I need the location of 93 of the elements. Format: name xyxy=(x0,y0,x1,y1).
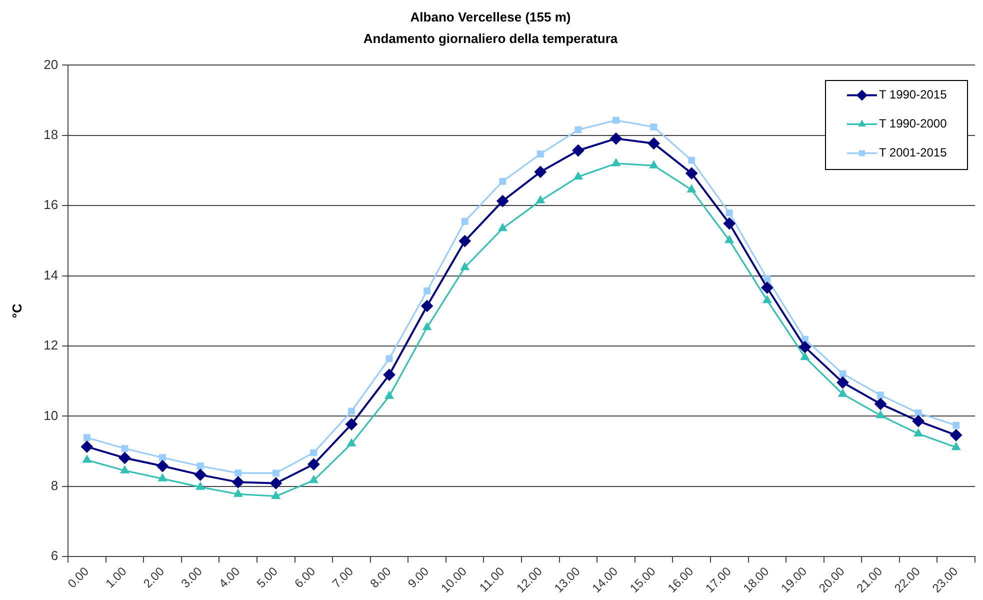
point xyxy=(874,398,887,410)
point xyxy=(424,287,431,294)
point xyxy=(383,368,396,381)
point xyxy=(761,282,774,294)
x-tick-label: 9.00 xyxy=(405,564,432,591)
point xyxy=(952,422,960,429)
point xyxy=(914,410,922,416)
x-tick-label: 6.00 xyxy=(292,564,318,591)
y-axis-title: °C xyxy=(9,302,24,318)
point xyxy=(196,462,204,470)
point xyxy=(386,355,393,362)
point xyxy=(536,150,544,158)
point xyxy=(120,466,130,474)
point xyxy=(764,275,771,282)
point xyxy=(270,477,282,490)
point xyxy=(496,195,509,208)
y-tick-label: 14 xyxy=(44,267,58,282)
point xyxy=(534,166,546,178)
point xyxy=(308,458,320,470)
point xyxy=(798,341,811,354)
point xyxy=(460,262,470,270)
point xyxy=(762,295,772,304)
point xyxy=(648,137,660,150)
point xyxy=(649,160,658,168)
y-tick-label: 18 xyxy=(44,126,58,142)
point xyxy=(574,126,582,134)
point xyxy=(272,491,280,499)
x-tick-label: 4.00 xyxy=(216,564,243,591)
point xyxy=(118,452,131,464)
x-tick-label: 5.00 xyxy=(254,564,281,591)
point xyxy=(234,489,243,497)
point xyxy=(345,418,358,430)
point xyxy=(726,209,733,216)
y-tick-label: 8 xyxy=(50,478,58,493)
point xyxy=(724,235,734,244)
point xyxy=(838,389,848,397)
point xyxy=(156,460,169,472)
point xyxy=(687,184,696,193)
point xyxy=(234,470,242,477)
point xyxy=(121,445,128,452)
point xyxy=(348,408,355,415)
point xyxy=(347,438,356,446)
point xyxy=(272,470,280,477)
point xyxy=(536,196,545,204)
point xyxy=(836,376,849,388)
point xyxy=(159,454,166,462)
point xyxy=(950,429,962,442)
point xyxy=(876,410,885,418)
point xyxy=(686,167,698,180)
point xyxy=(952,442,961,450)
point xyxy=(612,116,620,124)
chart-subtitle: Andamento giornaliero della temperatura xyxy=(363,30,618,46)
point xyxy=(498,223,508,232)
x-tick-label: 7.00 xyxy=(330,564,356,591)
legend-label: T 2001-2015 xyxy=(878,146,948,160)
y-tick-label: 12 xyxy=(44,338,58,353)
y-tick-label: 16 xyxy=(44,197,58,212)
point xyxy=(914,428,923,436)
chart-title: Albano Vercellese (155 m) xyxy=(410,9,571,24)
point xyxy=(310,449,318,456)
point xyxy=(421,300,434,312)
point xyxy=(194,468,206,481)
legend-label: T 1990-2015 xyxy=(878,88,948,102)
point xyxy=(499,178,506,185)
legend-label: T 1990-2000 xyxy=(878,116,948,131)
point xyxy=(572,144,584,156)
point xyxy=(309,475,318,484)
point xyxy=(839,370,846,378)
point xyxy=(800,352,810,360)
point xyxy=(80,440,93,453)
x-tick-label: 8.00 xyxy=(367,564,394,591)
point xyxy=(688,156,696,164)
point xyxy=(384,391,394,399)
point xyxy=(232,476,244,488)
point xyxy=(82,455,92,463)
y-tick-label: 6 xyxy=(50,548,58,564)
point xyxy=(650,124,658,130)
y-tick-label: 20 xyxy=(44,56,58,72)
point xyxy=(83,434,90,442)
point xyxy=(723,217,736,230)
point xyxy=(461,218,468,225)
x-tick-label: 0.00 xyxy=(65,564,92,591)
point xyxy=(574,172,583,180)
y-tick-label: 10 xyxy=(44,408,58,423)
point xyxy=(912,415,924,428)
point xyxy=(877,392,884,399)
point xyxy=(610,132,622,145)
point xyxy=(612,158,620,166)
point xyxy=(422,322,432,330)
point xyxy=(458,235,471,248)
point xyxy=(158,474,167,482)
x-tick-label: 3.00 xyxy=(178,564,206,591)
point xyxy=(196,482,205,490)
